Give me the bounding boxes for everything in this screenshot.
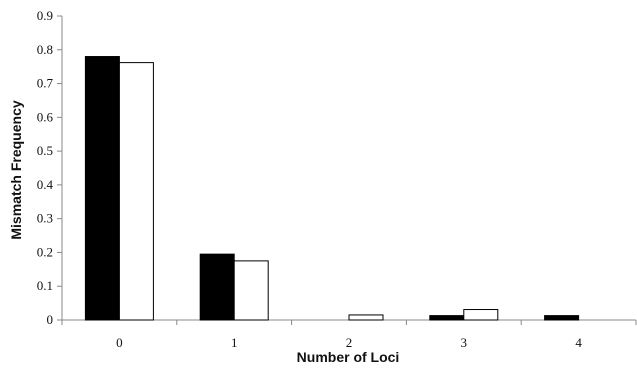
x-tick-label: 1	[231, 335, 238, 350]
bar-series-1-cat-3	[429, 315, 465, 321]
bar-series-1-cat-1	[199, 253, 235, 321]
y-tick-label: 0.1	[37, 278, 53, 293]
x-axis-title: Number of Loci	[297, 349, 400, 365]
bar-series-2-cat-0	[118, 62, 154, 321]
y-tick-label: 0	[47, 312, 54, 327]
y-axis-title: Mismatch Frequency	[8, 100, 24, 239]
bar-series-1-cat-0	[84, 56, 120, 321]
y-tick-label: 0.5	[37, 143, 53, 158]
x-tick-label: 0	[116, 335, 123, 350]
y-tick-label: 0.3	[37, 211, 53, 226]
x-tick-label: 4	[575, 335, 582, 350]
y-tick-label: 0.8	[37, 42, 53, 57]
y-tick-label: 0.4	[37, 177, 54, 192]
bar-series-2-cat-3	[463, 309, 499, 321]
bar-series-1-cat-4	[544, 315, 580, 321]
y-tick-label: 0.7	[37, 76, 54, 91]
y-tick-label: 0.9	[37, 8, 53, 23]
y-tick-label: 0.2	[37, 244, 53, 259]
bar-series-2-cat-1	[233, 260, 269, 321]
x-tick-label: 2	[346, 335, 353, 350]
bar-series-2-cat-2	[348, 314, 384, 321]
y-tick-label: 0.6	[37, 109, 54, 124]
x-tick-label: 3	[461, 335, 468, 350]
